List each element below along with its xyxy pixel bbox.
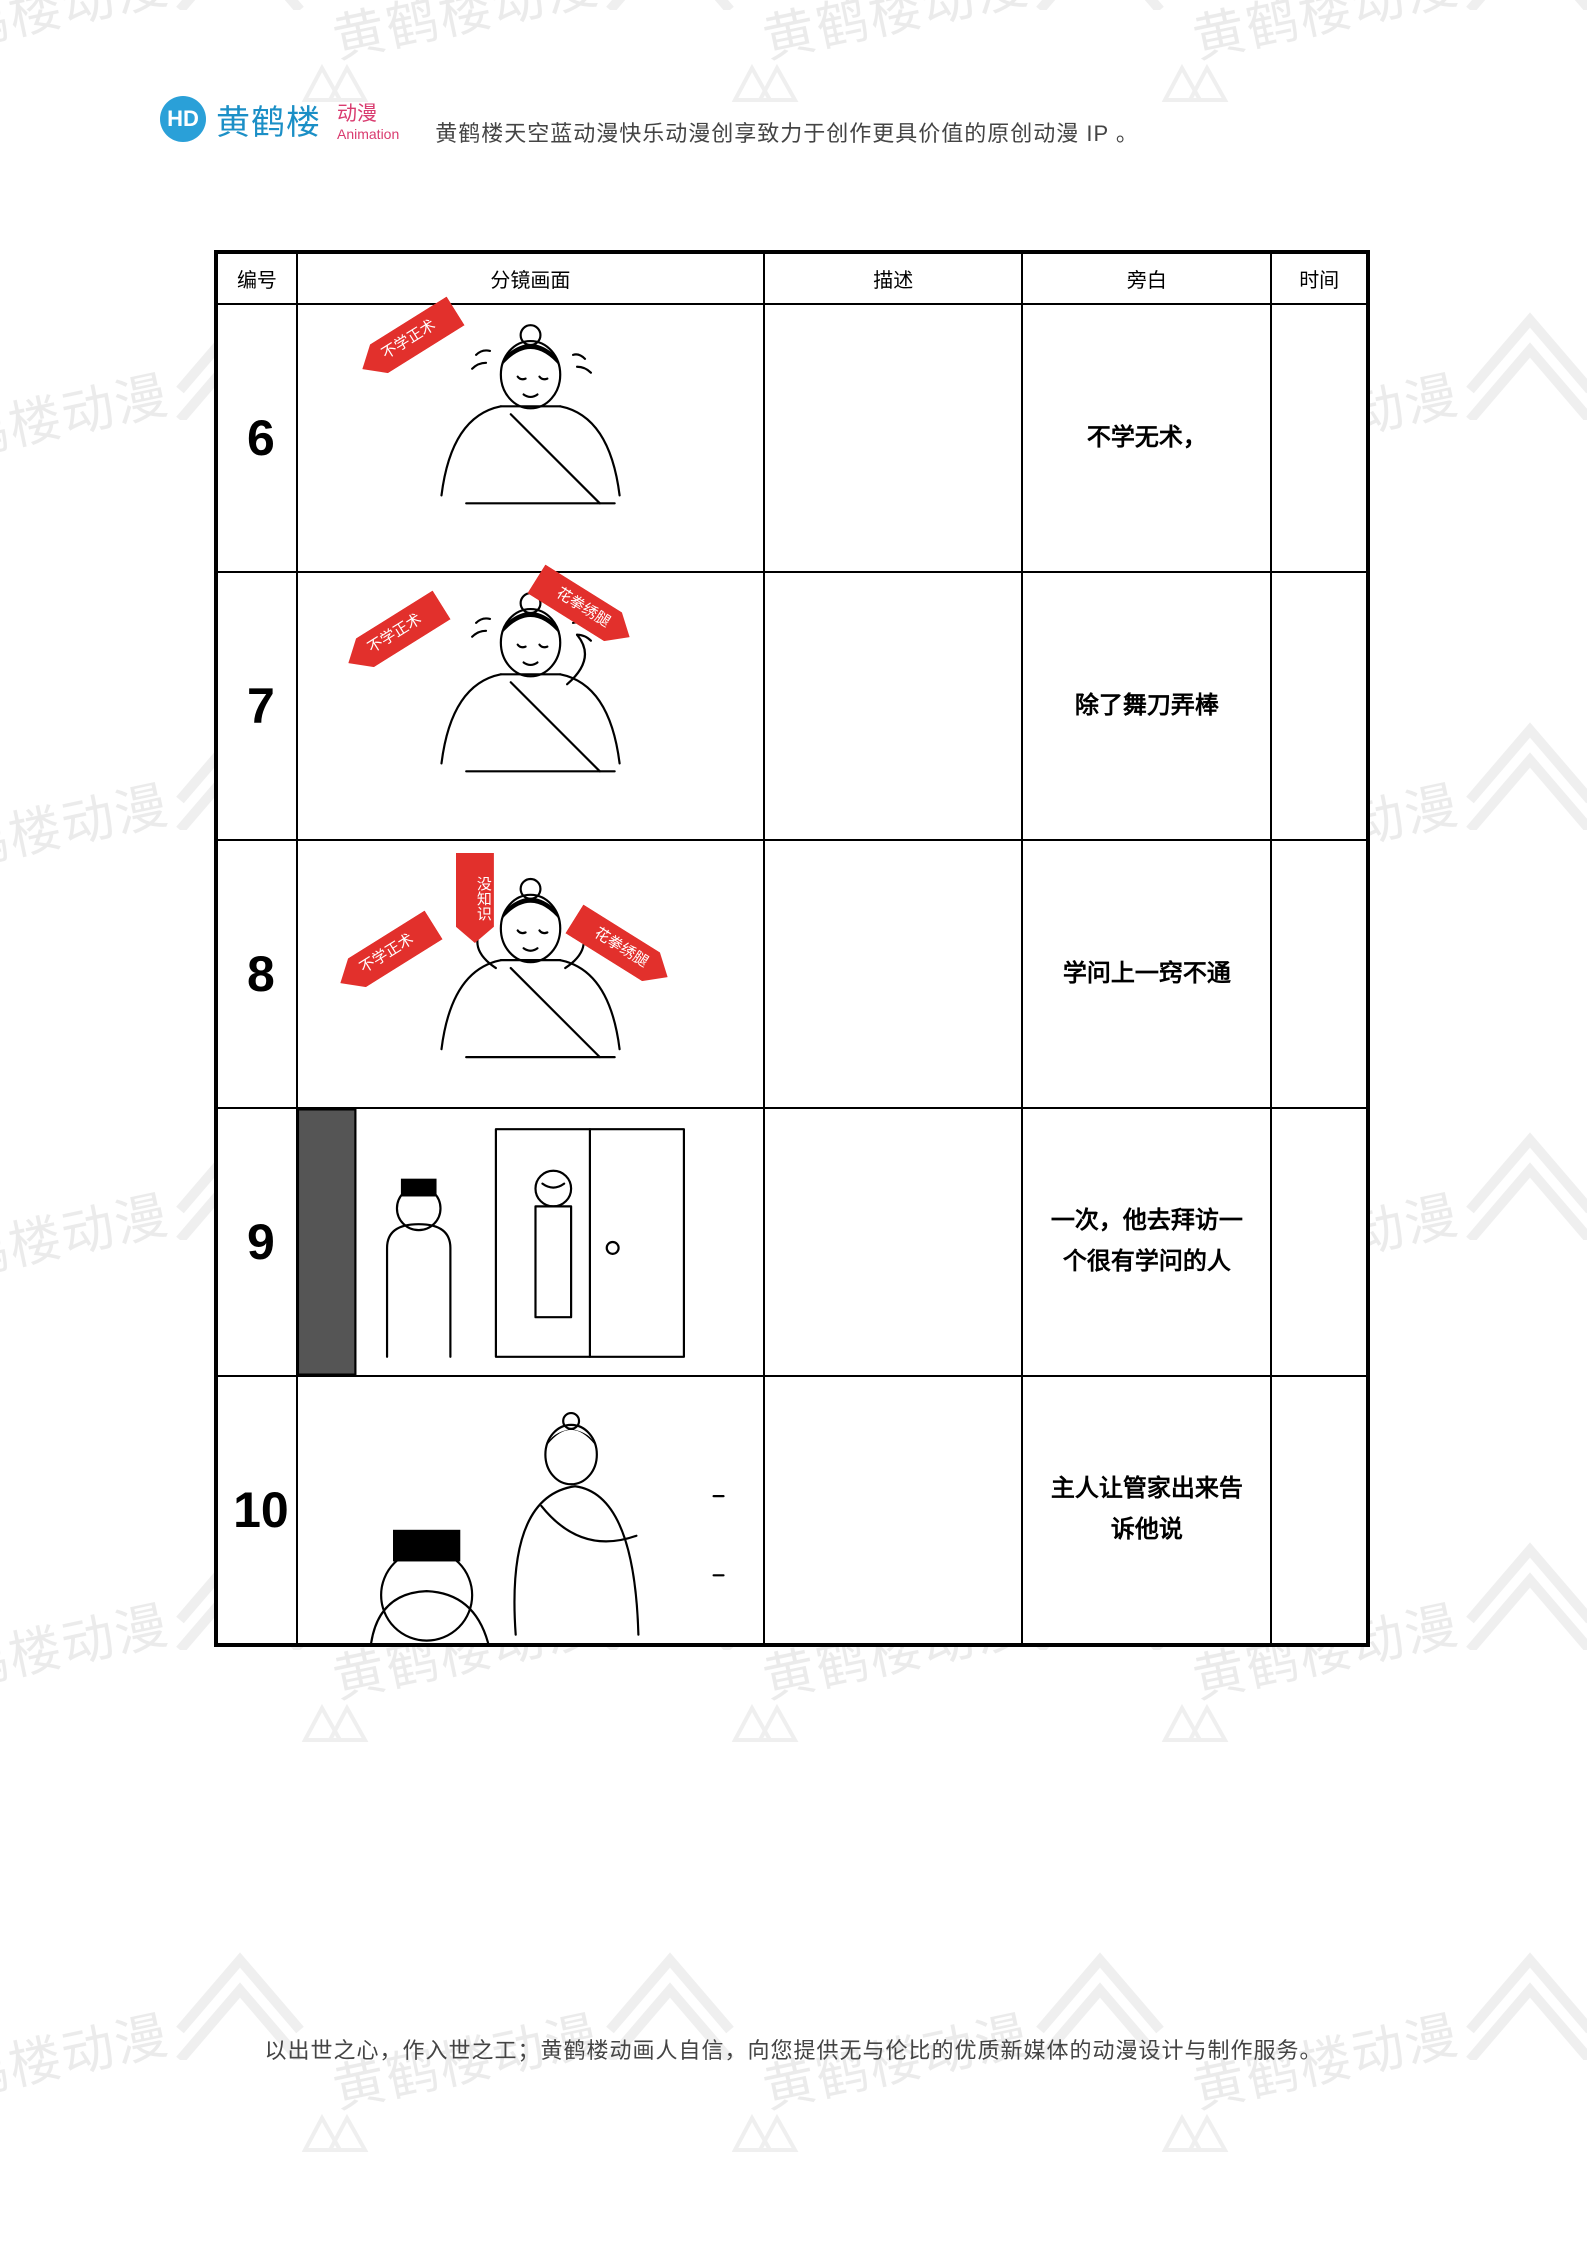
watermark-triangle-icon [300, 2110, 370, 2160]
storyboard-table: 编号 分镜画面 描述 旁白 时间 6 不学正术 不学无术， 7 [214, 250, 1370, 1647]
cell-num: 7 [217, 572, 297, 840]
logo: HD 黄鹤楼 动漫 Animation [160, 95, 399, 144]
watermark-chevron-icon [1450, 0, 1587, 10]
watermark-text: 黄鹤楼动漫 [0, 353, 175, 483]
logo-sub-en: Animation [337, 126, 399, 142]
cell-num: 6 [217, 304, 297, 572]
cell-time [1271, 304, 1367, 572]
cell-desc [764, 1376, 1022, 1644]
cell-time [1271, 1376, 1367, 1644]
watermark-chevron-icon [1020, 0, 1180, 10]
cell-narration: 学问上一窍不通 [1022, 840, 1271, 1108]
storyboard-sketch [298, 305, 763, 571]
cell-desc [764, 304, 1022, 572]
cell-picture: 不学正术花拳绣腿 [297, 572, 764, 840]
cell-picture: 不学正术没知识花拳绣腿 [297, 840, 764, 1108]
cell-narration: 除了舞刀弄棒 [1022, 572, 1271, 840]
table-row: 8 不学正术没知识花拳绣腿 学问上一窍不通 [217, 840, 1367, 1108]
logo-text-block: 黄鹤楼 [216, 95, 321, 144]
watermark-triangle-icon [1160, 2110, 1230, 2160]
cell-desc [764, 572, 1022, 840]
cell-desc [764, 1108, 1022, 1376]
cell-desc [764, 840, 1022, 1108]
watermark-text: 黄鹤楼动漫 [325, 0, 605, 72]
table-row: 6 不学正术 不学无术， [217, 304, 1367, 572]
th-pic: 分镜画面 [297, 253, 764, 304]
cell-narration: 一次，他去拜访一个很有学问的人 [1022, 1108, 1271, 1376]
cell-picture [297, 1376, 764, 1644]
cell-num: 8 [217, 840, 297, 1108]
cell-num: 9 [217, 1108, 297, 1376]
watermark-triangle-icon [730, 1700, 800, 1750]
watermark-chevron-icon [1450, 260, 1587, 420]
cell-time [1271, 572, 1367, 840]
cell-time [1271, 840, 1367, 1108]
cell-narration: 不学无术， [1022, 304, 1271, 572]
table-header-row: 编号 分镜画面 描述 旁白 时间 [217, 253, 1367, 304]
watermark-chevron-icon [590, 0, 750, 10]
th-desc: 描述 [764, 253, 1022, 304]
watermark-triangle-icon [730, 2110, 800, 2160]
table-row: 10 主人让管家出来告诉他说 [217, 1376, 1367, 1644]
logo-sub-block: 动漫 Animation [337, 97, 399, 142]
watermark-text: 黄鹤楼动漫 [1185, 0, 1465, 72]
watermark-chevron-icon [1450, 1490, 1587, 1650]
watermark-text: 黄鹤楼动漫 [0, 0, 175, 72]
table-row: 9 一次，他去拜访一个很有学问的人 [217, 1108, 1367, 1376]
storyboard-sketch [298, 573, 763, 839]
storyboard-sketch [298, 1109, 763, 1375]
cell-narration: 主人让管家出来告诉他说 [1022, 1376, 1271, 1644]
page-footer: 以出世之心，作入世之工；黄鹤楼动画人自信，向您提供无与伦比的优质新媒体的动漫设计… [0, 2033, 1587, 2065]
th-narr: 旁白 [1022, 253, 1271, 304]
watermark-text: 黄鹤楼动漫 [0, 1583, 175, 1713]
cell-picture: 不学正术 [297, 304, 764, 572]
watermark-chevron-icon [160, 0, 320, 10]
watermark-text: 黄鹤楼动漫 [755, 0, 1035, 72]
cell-time [1271, 1108, 1367, 1376]
watermark-text: 黄鹤楼动漫 [0, 1173, 175, 1303]
logo-sub-cn: 动漫 [337, 97, 399, 126]
th-num: 编号 [217, 253, 297, 304]
table-row: 7 不学正术花拳绣腿 除了舞刀弄棒 [217, 572, 1367, 840]
logo-main-text: 黄鹤楼 [216, 95, 321, 144]
th-time: 时间 [1271, 253, 1367, 304]
storyboard-sketch [298, 1377, 763, 1643]
header-tagline: 黄鹤楼天空蓝动漫快乐动漫创享致力于创作更具价值的原创动漫 IP 。 [435, 116, 1139, 148]
logo-icon: HD [160, 96, 206, 142]
cell-picture [297, 1108, 764, 1376]
cell-num: 10 [217, 1376, 297, 1644]
watermark-triangle-icon [300, 1700, 370, 1750]
watermark-triangle-icon [1160, 1700, 1230, 1750]
page-header: HD 黄鹤楼 动漫 Animation 黄鹤楼天空蓝动漫快乐动漫创享致力于创作更… [160, 90, 1447, 148]
criticism-arrow-tag: 没知识 [456, 853, 494, 943]
watermark-chevron-icon [1450, 670, 1587, 830]
watermark-text: 黄鹤楼动漫 [0, 763, 175, 893]
watermark-chevron-icon [1450, 1080, 1587, 1240]
